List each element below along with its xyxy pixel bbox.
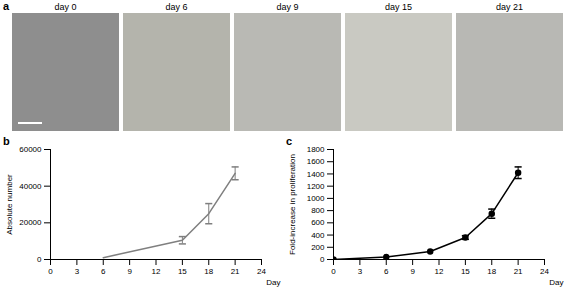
svg-text:40000: 40000 (19, 182, 42, 191)
svg-text:12: 12 (152, 267, 161, 276)
svg-text:6: 6 (101, 267, 106, 276)
svg-text:Absolute number: Absolute number (5, 174, 14, 235)
svg-text:Day: Day (266, 278, 280, 287)
svg-text:24: 24 (540, 267, 549, 276)
svg-text:day 21: day 21 (496, 2, 523, 12)
svg-text:Fold-increase in proliferation: Fold-increase in proliferation (288, 154, 297, 255)
svg-text:600: 600 (311, 218, 325, 227)
html-text:c: c (286, 135, 293, 147)
svg-text:9: 9 (410, 267, 415, 276)
svg-text:0: 0 (37, 255, 42, 264)
svg-text:day 0: day 0 (54, 2, 76, 12)
svg-text:200: 200 (311, 243, 325, 252)
svg-text:0: 0 (48, 267, 53, 276)
svg-text:day 9: day 9 (276, 2, 298, 12)
svg-text:1800: 1800 (307, 145, 325, 154)
svg-text:1000: 1000 (307, 194, 325, 203)
svg-text:18: 18 (204, 267, 213, 276)
svg-text:20000: 20000 (19, 218, 42, 227)
svg-text:15: 15 (178, 267, 187, 276)
svg-text:15: 15 (461, 267, 470, 276)
svg-text:day 15: day 15 (385, 2, 412, 12)
svg-text:1200: 1200 (307, 182, 325, 191)
svg-text:6: 6 (384, 267, 389, 276)
html-text:b: b (3, 135, 10, 147)
svg-text:1600: 1600 (307, 157, 325, 166)
svg-text:9: 9 (127, 267, 132, 276)
svg-text:21: 21 (231, 267, 240, 276)
svg-text:a: a (3, 0, 10, 12)
svg-text:24: 24 (257, 267, 266, 276)
svg-text:60000: 60000 (19, 145, 42, 154)
svg-text:1400: 1400 (307, 170, 325, 179)
svg-text:0: 0 (331, 267, 336, 276)
svg-text:0: 0 (320, 255, 325, 264)
svg-text:Day: Day (549, 278, 563, 287)
svg-text:400: 400 (311, 231, 325, 240)
svg-text:12: 12 (435, 267, 444, 276)
svg-text:3: 3 (75, 267, 80, 276)
svg-text:day 6: day 6 (165, 2, 187, 12)
svg-text:21: 21 (514, 267, 523, 276)
svg-text:800: 800 (311, 206, 325, 215)
svg-text:3: 3 (358, 267, 363, 276)
svg-text:18: 18 (487, 267, 496, 276)
